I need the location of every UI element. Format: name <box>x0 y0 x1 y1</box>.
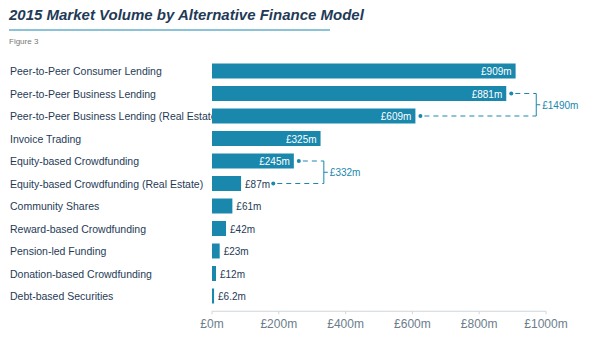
chart: 2015 Market Volume by Alternative Financ… <box>0 0 600 348</box>
category-label: Peer-to-Peer Business Lending (Real Esta… <box>10 110 220 122</box>
category-label: Community Shares <box>10 200 99 212</box>
data-label: £245m <box>259 156 290 167</box>
bar <box>212 221 226 236</box>
x-tick-label: £1000m <box>524 317 567 331</box>
annotation-label: £1490m <box>542 100 578 111</box>
category-label: Reward-based Crowdfunding <box>10 223 146 235</box>
data-label: £6.2m <box>218 291 246 302</box>
data-label: £325m <box>286 134 317 145</box>
x-tick-label: £800m <box>461 317 498 331</box>
x-tick <box>546 311 547 314</box>
bar <box>212 154 294 169</box>
x-tick <box>479 311 480 314</box>
x-tick-label: £400m <box>327 317 364 331</box>
data-label: £12m <box>220 269 245 280</box>
title-rule <box>9 30 330 31</box>
x-axis <box>212 311 546 312</box>
title: 2015 Market Volume by Alternative Financ… <box>8 6 365 23</box>
x-tick <box>278 311 279 314</box>
x-tick-label: £0m <box>200 317 223 331</box>
data-label: £23m <box>224 246 249 257</box>
x-tick <box>345 311 346 314</box>
data-label: £61m <box>236 201 261 212</box>
annotation-dot <box>271 182 275 186</box>
bar <box>212 109 415 124</box>
x-tick-label: £600m <box>394 317 431 331</box>
bar <box>212 64 516 79</box>
x-tick-label: £200m <box>260 317 297 331</box>
bar <box>212 244 220 259</box>
category-label: Peer-to-Peer Consumer Lending <box>10 65 162 77</box>
bar <box>212 199 232 214</box>
category-label: Donation-based Crowdfunding <box>10 268 152 280</box>
category-label: Peer-to-Peer Business Lending <box>10 88 156 100</box>
annotation-leader <box>515 93 536 94</box>
bar <box>212 86 506 101</box>
category-label: Pension-led Funding <box>10 245 106 257</box>
annotation-bracket <box>536 104 540 105</box>
annotation-bracket <box>324 172 328 173</box>
category-label: Invoice Trading <box>10 133 81 145</box>
data-label: £909m <box>481 66 512 77</box>
annotation-dot <box>418 114 422 118</box>
annotation-dot <box>509 92 513 96</box>
x-tick <box>212 311 213 314</box>
subtitle: Figure 3 <box>9 37 39 46</box>
annotation-leader <box>424 116 536 117</box>
data-label: £881m <box>472 89 503 100</box>
annotation-leader <box>277 183 324 184</box>
category-label: Debt-based Securities <box>10 290 113 302</box>
data-label: £609m <box>381 111 412 122</box>
bar <box>212 131 321 146</box>
data-label: £87m <box>245 179 270 190</box>
bar <box>212 176 241 191</box>
annotation-label: £332m <box>330 167 361 178</box>
annotation-dot <box>297 159 301 163</box>
bars <box>212 64 516 304</box>
data-label: £42m <box>230 224 255 235</box>
category-label: Equity-based Crowdfunding (Real Estate) <box>10 178 203 190</box>
x-tick <box>412 311 413 314</box>
category-label: Equity-based Crowdfunding <box>10 155 139 167</box>
bar <box>212 266 216 281</box>
bar <box>212 289 214 304</box>
annotation-leader <box>303 161 324 162</box>
